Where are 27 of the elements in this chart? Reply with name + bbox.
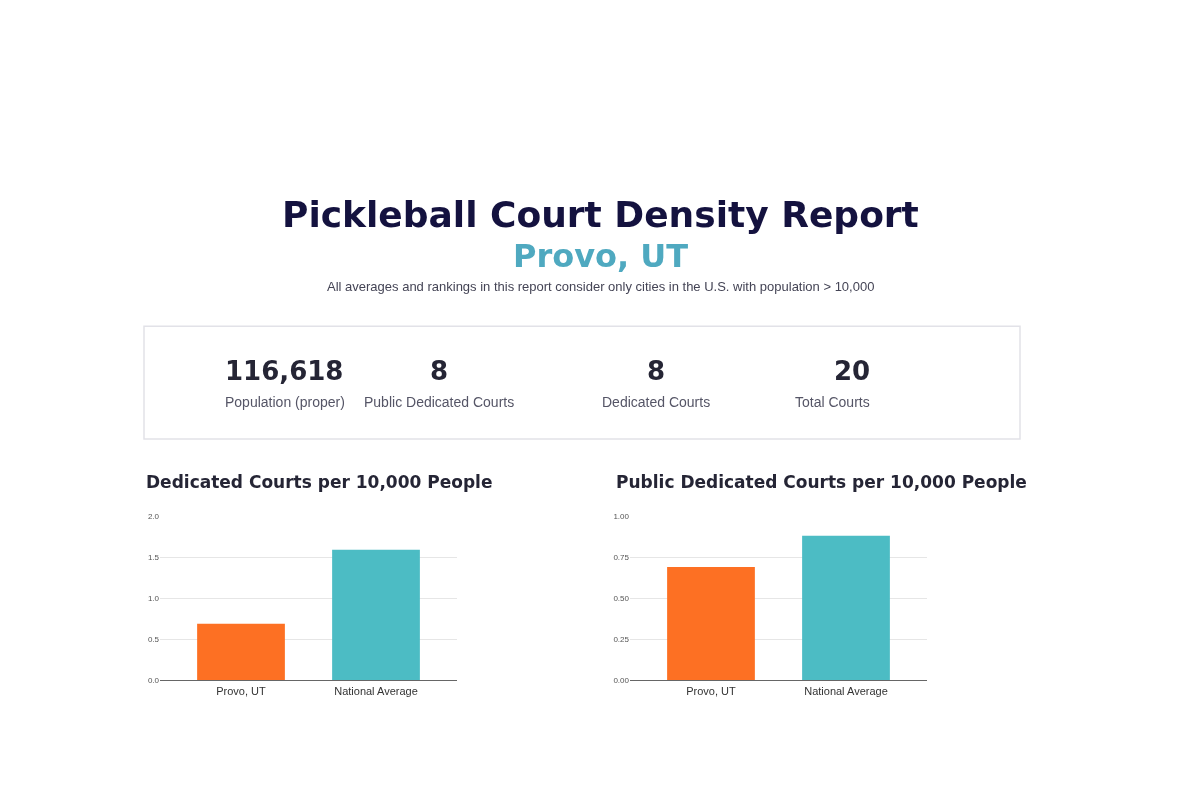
text: Population (proper) (225, 394, 345, 410)
y-tick-label: 0.00 (613, 676, 630, 686)
x-tick-label: National Average (804, 684, 888, 697)
x-tick-label: National Average (334, 684, 418, 697)
text: Total Courts (795, 394, 870, 410)
y-tick-label: 2.0 (147, 511, 160, 521)
text: Dedicated Courts (602, 394, 711, 410)
chart-title: Dedicated Courts per 10,000 People (146, 472, 493, 492)
y-tick-label: 1.00 (613, 511, 630, 521)
y-tick-label: 0.0 (147, 676, 160, 686)
y-tick-label: 1.0 (147, 594, 160, 604)
y-tick-label: 0.75 (613, 553, 630, 562)
y-tick-label: 0.50 (613, 594, 630, 604)
y-tick-label: 0.25 (613, 635, 630, 645)
text: Provo, UT (513, 237, 689, 275)
text: 8 (430, 356, 449, 386)
text: Pickleball Court Density Report (282, 194, 919, 235)
y-tick-label: 0.5 (147, 635, 160, 645)
text: 20 (834, 356, 871, 386)
chart-title: Public Dedicated Courts per 10,000 People (616, 472, 1027, 492)
x-tick-label: Provo, UT (686, 684, 737, 697)
text: Public Dedicated Courts (364, 394, 515, 410)
y-tick-label: 1.5 (147, 553, 160, 562)
text: 8 (647, 356, 666, 386)
x-tick-label: Provo, UT (216, 684, 267, 697)
text: 116,618 (225, 356, 344, 386)
text: All averages and rankings in this report consider only cities in the U.S. with population > 10,000 (327, 279, 875, 294)
